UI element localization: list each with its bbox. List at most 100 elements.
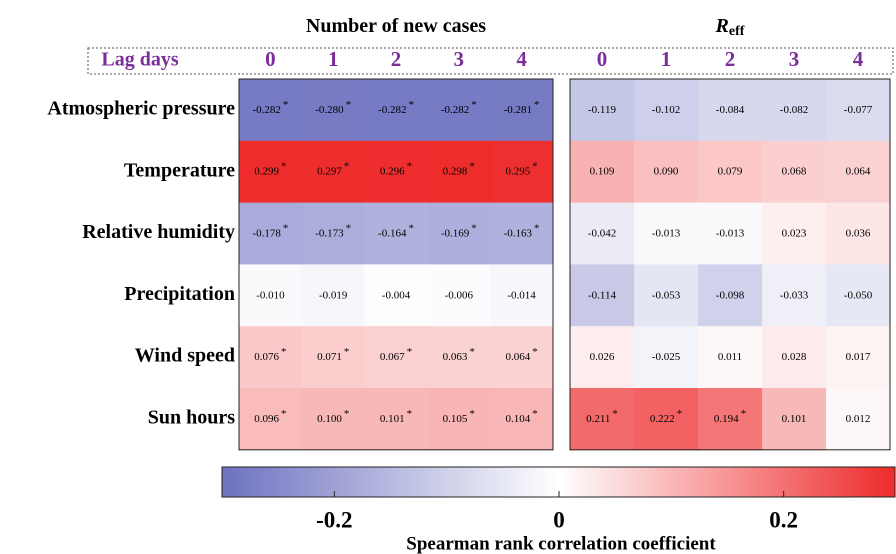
cell-label: 0.023 <box>782 227 807 239</box>
heatmap-cell <box>301 326 366 389</box>
cell-label: 0.079 <box>718 165 743 177</box>
cell-label: 0.222 * <box>650 407 682 424</box>
heatmap-cell <box>762 140 827 204</box>
heatmap-cell <box>762 202 827 265</box>
cell-value: -0.006 <box>445 289 474 301</box>
heatmap-cell <box>364 202 428 265</box>
cell-value: 0.105 <box>443 412 468 424</box>
heatmap-cell <box>427 140 491 204</box>
panel-title-text: Number of new cases <box>306 15 486 37</box>
cell-label: 0.194 * <box>714 407 746 424</box>
heatmap-cell <box>698 326 763 389</box>
cell-label: 0.028 <box>782 351 807 363</box>
cell-value: 0.222 <box>650 412 675 424</box>
significance-marker: * <box>532 407 538 419</box>
significance-marker: * <box>407 407 413 419</box>
cell-label: 0.211 * <box>586 407 618 424</box>
cell-label: 0.100 * <box>317 407 349 424</box>
row-label: Sun hours <box>148 406 235 428</box>
cell-label: 0.076 * <box>254 346 286 363</box>
significance-marker: * <box>677 407 683 419</box>
x-tick-label: 3 <box>789 47 800 71</box>
cell-label: 0.063 * <box>443 346 475 363</box>
cell-label: 0.096 * <box>254 407 286 424</box>
cell-value: 0.079 <box>718 165 743 177</box>
cell-value: 0.297 <box>317 165 342 177</box>
cell-value: -0.178 <box>252 227 281 239</box>
heatmap-cell <box>570 202 635 265</box>
cell-label: 0.298 * <box>443 160 475 177</box>
cell-value: 0.036 <box>846 227 871 239</box>
heatmap-cell <box>570 79 635 142</box>
significance-marker: * <box>534 222 540 234</box>
heatmap-cell <box>634 202 699 265</box>
cell-value: 0.090 <box>654 165 679 177</box>
significance-marker: * <box>281 160 287 172</box>
colorbar-tick-label: 0.2 <box>769 507 798 532</box>
cell-value: 0.101 <box>380 412 405 424</box>
x-tick-label: 0 <box>265 47 276 71</box>
cell-label: 0.297 * <box>317 160 349 177</box>
x-tick-label: 3 <box>454 47 465 71</box>
cell-label: -0.025 <box>652 351 681 363</box>
heatmap-cell <box>427 264 491 327</box>
heatmap-cell <box>826 202 891 265</box>
cell-value: 0.096 <box>254 412 279 424</box>
cell-label: -0.169 * <box>441 222 477 239</box>
cell-value: -0.013 <box>716 227 745 239</box>
cell-value: -0.280 <box>315 103 344 115</box>
row-label: Relative humidity <box>82 221 235 243</box>
cell-label: -0.006 <box>445 289 474 301</box>
heatmap-cell <box>301 264 366 327</box>
cell-value: -0.014 <box>507 289 536 301</box>
cell-label: 0.026 <box>590 351 615 363</box>
cell-label: -0.014 <box>507 289 536 301</box>
cell-label: -0.019 <box>319 289 348 301</box>
cell-label: 0.071 * <box>317 346 349 363</box>
heatmap-cell <box>301 79 366 142</box>
cell-value: 0.063 <box>443 351 468 363</box>
heatmap-cell <box>427 326 491 389</box>
x-tick-label: 1 <box>661 47 672 71</box>
row-label: Temperature <box>124 159 235 181</box>
heatmap-cell <box>239 202 303 265</box>
heatmap-cell <box>427 79 491 142</box>
heatmap-cell <box>301 140 366 204</box>
cell-value: 0.023 <box>782 227 807 239</box>
cell-label: -0.042 <box>588 227 616 239</box>
cell-value: -0.013 <box>652 227 681 239</box>
heatmap-cell <box>826 326 891 389</box>
significance-marker: * <box>408 98 414 110</box>
x-tick-label: 4 <box>853 47 864 71</box>
heatmap-cell <box>490 79 554 142</box>
cell-value: -0.082 <box>780 103 808 115</box>
cell-value: -0.282 <box>378 103 406 115</box>
x-tick-label: 2 <box>725 47 736 71</box>
colorbar-tick-label: -0.2 <box>316 507 352 532</box>
cell-value: 0.194 <box>714 412 739 424</box>
cell-label: -0.050 <box>844 289 873 301</box>
heatmap-cell <box>364 326 428 389</box>
cell-label: 0.104 * <box>505 407 537 424</box>
cell-label: 0.017 <box>846 351 871 363</box>
cell-label: -0.280 * <box>315 98 351 115</box>
heatmap-cell <box>301 388 366 451</box>
cell-value: 0.295 <box>505 165 530 177</box>
cell-label: -0.004 <box>382 289 411 301</box>
cell-label: -0.053 <box>652 289 681 301</box>
significance-marker: * <box>408 222 414 234</box>
heatmap-cell <box>826 140 891 204</box>
cell-value: 0.100 <box>317 412 342 424</box>
significance-marker: * <box>471 98 477 110</box>
significance-marker: * <box>407 346 413 358</box>
heatmap-cell <box>634 140 699 204</box>
cell-label: -0.102 <box>652 103 680 115</box>
cell-label: -0.114 <box>588 289 617 301</box>
cell-label: -0.119 <box>588 103 617 115</box>
cell-label: -0.082 <box>780 103 808 115</box>
cell-value: -0.282 <box>252 103 280 115</box>
significance-marker: * <box>471 222 477 234</box>
cell-value: 0.028 <box>782 351 807 363</box>
cell-label: 0.011 <box>718 351 742 363</box>
